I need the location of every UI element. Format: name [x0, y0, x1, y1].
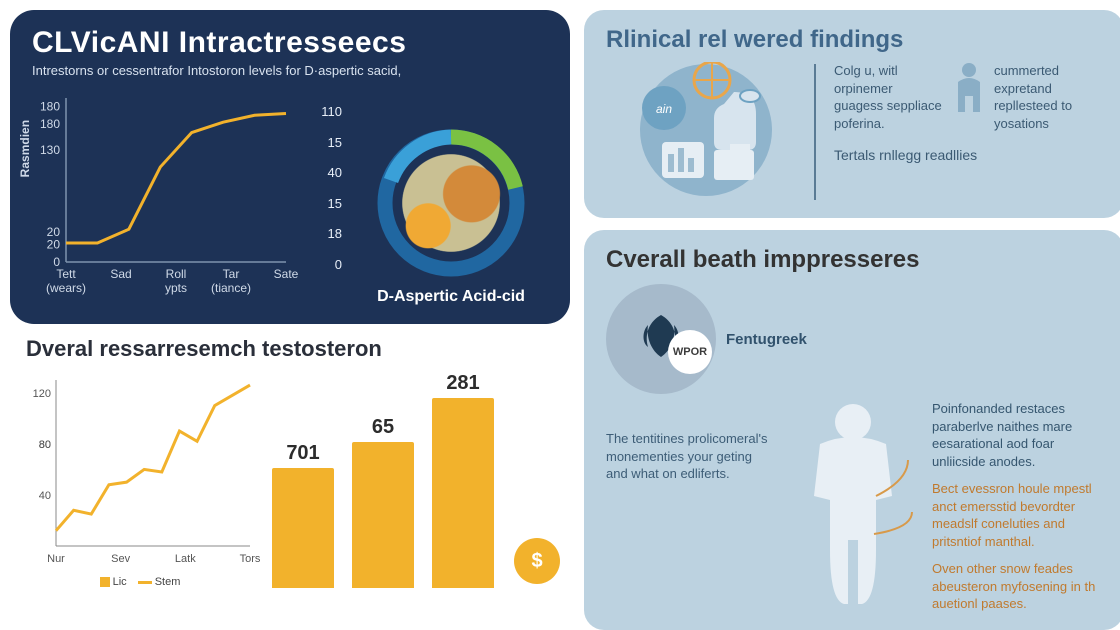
- right-para-2: Bect evessron houle mpestl anct emerssti…: [932, 480, 1104, 550]
- svg-text:Sev: Sev: [111, 553, 130, 565]
- bar: 701: [272, 468, 334, 588]
- svg-text:Sate: Sate: [274, 267, 299, 281]
- fenugreek-badge: WPOR: [668, 330, 712, 374]
- legend-line-icon: [138, 581, 152, 584]
- ring-illustration: D-Aspertic Acid-cid: [354, 88, 548, 306]
- bottom-right-title: Cverall beath imppresseres: [606, 246, 1104, 274]
- svg-text:130: 130: [40, 143, 60, 157]
- svg-text:Tors: Tors: [240, 553, 261, 565]
- top-right-title: Rlinical rel wered findings: [606, 26, 1104, 54]
- bottom-left-title: Dveral ressarresemch testosteron: [26, 336, 560, 362]
- findings-illustration: ain: [606, 62, 796, 202]
- fenugreek-caption: Fentugreek: [726, 331, 807, 348]
- coin-icon: $: [514, 538, 560, 584]
- svg-text:ain: ain: [656, 102, 672, 116]
- top-left-subtitle: Intrestorns or cessentrafor Intostoron l…: [32, 63, 548, 78]
- svg-text:80: 80: [39, 439, 51, 451]
- svg-text:Latk: Latk: [175, 553, 196, 565]
- findings-left-blurb: Colg u, witl orpinemer guagess seppliace…: [834, 62, 944, 132]
- top-right-card: Rlinical rel wered findings ain: [584, 10, 1120, 218]
- findings-right-blurb: cummerted expretand repllesteed to yosat…: [994, 62, 1104, 132]
- svg-text:Sad: Sad: [110, 267, 131, 281]
- top-right-text: Colg u, witl orpinemer guagess seppliace…: [834, 62, 1104, 202]
- svg-text:ypts: ypts: [165, 281, 187, 295]
- y-axis-label: Rasmdien: [18, 120, 32, 177]
- svg-text:180: 180: [40, 117, 60, 131]
- legend-square-icon: [100, 577, 110, 587]
- right-para-1: Poinfonanded restaces paraberlve naithes…: [932, 400, 1104, 470]
- line-chart-2: 408080120NurSevLatkTors: [26, 374, 254, 574]
- svg-text:120: 120: [33, 388, 51, 400]
- findings-line2: Tertals rnllegg readllies: [834, 146, 1104, 165]
- bar: 65: [352, 442, 414, 588]
- side-tick-column: 110154015180: [304, 104, 342, 272]
- line-chart-1: Rasmdien 02020130180180Tett(wears)SadRol…: [32, 88, 292, 306]
- divider: [814, 64, 816, 200]
- bottom-right-text-column: Poinfonanded restaces paraberlve naithes…: [932, 400, 1104, 613]
- chart2-legend: Lic Stem: [26, 576, 254, 588]
- bar-chart: 701 65 281: [272, 368, 496, 588]
- svg-text:Tar: Tar: [223, 267, 240, 281]
- svg-text:Nur: Nur: [47, 553, 65, 565]
- ring-caption: D-Aspertic Acid-cid: [377, 288, 525, 306]
- fenugreek-icon: WPOR: [606, 284, 716, 394]
- bottom-left-card: Dveral ressarresemch testosteron 4080801…: [10, 334, 570, 588]
- svg-text:(tiance): (tiance): [211, 281, 251, 295]
- svg-text:180: 180: [40, 100, 60, 114]
- svg-text:Roll: Roll: [166, 267, 187, 281]
- fenugreek-block: WPOR Fentugreek: [606, 284, 1104, 394]
- human-body-icon: [788, 400, 918, 610]
- svg-text:40: 40: [39, 490, 51, 502]
- top-left-title: CLVicANI Intractresseecs: [32, 26, 548, 60]
- svg-text:(wears): (wears): [46, 281, 86, 295]
- svg-text:20: 20: [47, 225, 61, 239]
- right-para-3: Oven other snow feades abeusteron myfose…: [932, 560, 1104, 613]
- bottom-left-text: The tentitines prolicomeral's monementie…: [606, 400, 774, 613]
- person-small-icon: [952, 62, 986, 121]
- bar: 281: [432, 398, 494, 588]
- top-left-card: CLVicANI Intractresseecs Intrestorns or …: [10, 10, 570, 324]
- bottom-right-card: Cverall beath imppresseres WPOR Fentugre…: [584, 230, 1120, 630]
- svg-text:20: 20: [47, 238, 61, 252]
- svg-text:Tett: Tett: [56, 267, 76, 281]
